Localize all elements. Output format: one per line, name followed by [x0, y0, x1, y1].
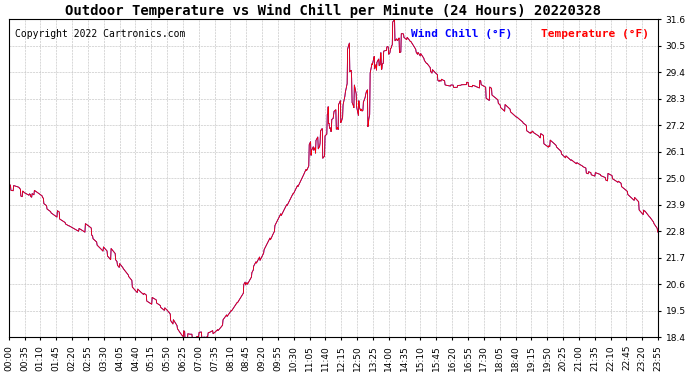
Wind Chill (°F): [391, 15, 399, 20]
Wind Chill (°F): [520, 122, 529, 126]
Temperature (°F): [391, 15, 399, 20]
Title: Outdoor Temperature vs Wind Chill per Minute (24 Hours) 20220328: Outdoor Temperature vs Wind Chill per Mi…: [66, 4, 602, 18]
Text: Wind Chill (°F): Wind Chill (°F): [411, 29, 513, 39]
Temperature (°F): [520, 122, 529, 126]
Temperature (°F): [654, 230, 662, 235]
Wind Chill (°F): [5, 183, 13, 187]
Text: Temperature (°F): Temperature (°F): [541, 29, 649, 39]
Wind Chill (°F): [578, 164, 586, 168]
Wind Chill (°F): [184, 340, 192, 345]
Temperature (°F): [435, 78, 444, 82]
Line: Wind Chill (°F): Wind Chill (°F): [9, 18, 658, 343]
Line: Temperature (°F): Temperature (°F): [9, 18, 658, 343]
Wind Chill (°F): [435, 78, 444, 82]
Temperature (°F): [184, 340, 192, 345]
Wind Chill (°F): [133, 290, 141, 295]
Temperature (°F): [222, 313, 230, 318]
Wind Chill (°F): [149, 296, 157, 300]
Text: Copyright 2022 Cartronics.com: Copyright 2022 Cartronics.com: [15, 29, 186, 39]
Temperature (°F): [149, 296, 157, 300]
Temperature (°F): [5, 183, 13, 187]
Temperature (°F): [578, 164, 586, 168]
Wind Chill (°F): [654, 230, 662, 235]
Wind Chill (°F): [222, 313, 230, 318]
Temperature (°F): [133, 290, 141, 295]
